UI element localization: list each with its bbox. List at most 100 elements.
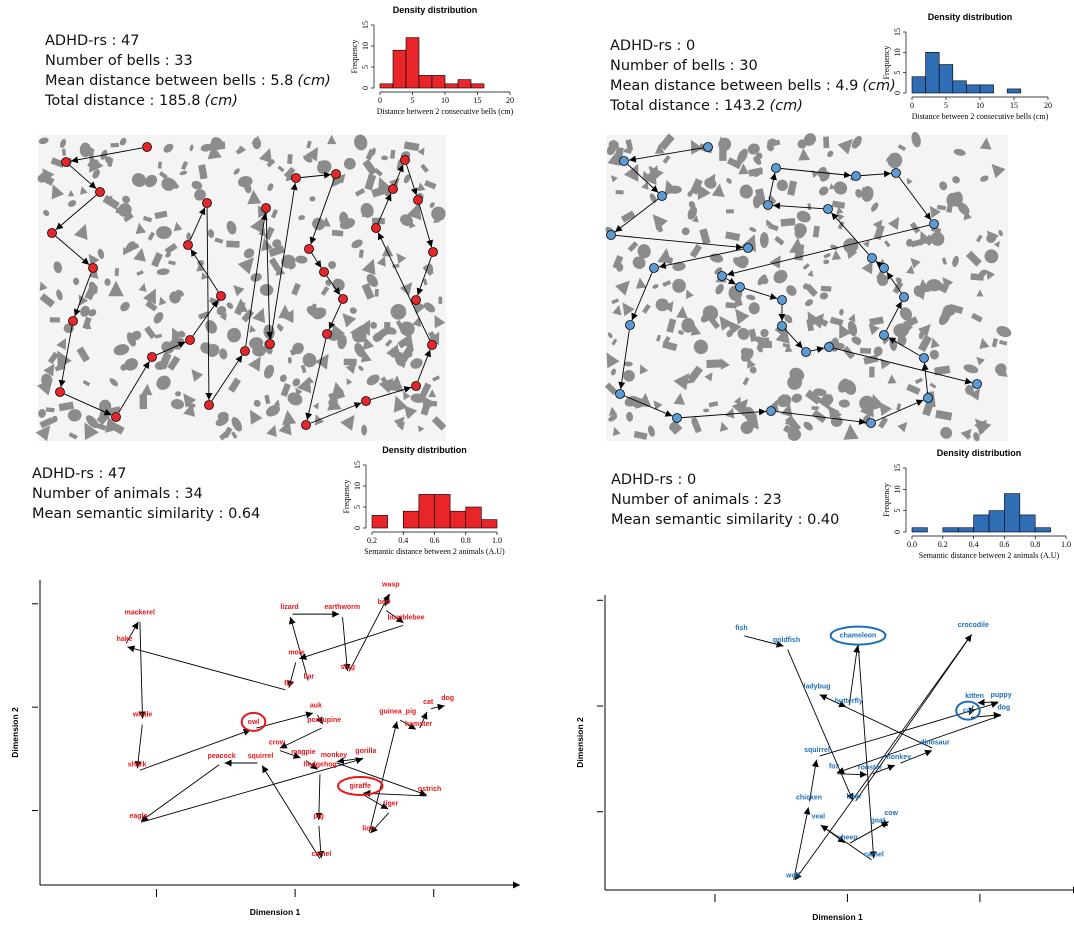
bell-dot	[778, 296, 787, 305]
animal-label: hake	[117, 636, 133, 643]
hist-bar	[466, 507, 482, 528]
x-tick-label: 5	[411, 96, 415, 105]
bell-dot	[205, 401, 214, 410]
animal-label: auk	[310, 702, 322, 709]
silhouette	[438, 297, 442, 304]
stat-line: Total distance : 143.2(cm)	[609, 98, 803, 114]
animal-label: whale	[132, 712, 153, 719]
bell-dot	[112, 413, 121, 422]
hist-bar	[372, 515, 388, 528]
animal-label: chameleon	[840, 633, 877, 640]
sequence-arrow	[140, 730, 251, 770]
hist-bar	[406, 38, 419, 88]
animal-label: wasp	[381, 581, 400, 588]
silhouette	[158, 161, 162, 168]
animal-label: squirrel	[804, 747, 830, 754]
silhouette	[62, 149, 66, 156]
animal-label: camel	[864, 851, 884, 858]
animal-label: veal	[811, 813, 825, 820]
hist-bar	[980, 85, 994, 93]
bell-dot	[401, 156, 410, 165]
hist-bar	[432, 75, 445, 88]
stat-line: Mean distance between bells : 5.8(cm)	[45, 73, 331, 89]
bell-dot	[736, 283, 745, 292]
stat-text: ADHD-rs : 47	[45, 33, 139, 49]
animal-label: crocodile	[958, 622, 989, 629]
hist-title: Density distribution	[937, 448, 1022, 458]
bell-dot	[69, 317, 78, 326]
y-tick-label: 15	[893, 28, 902, 36]
bell-dot	[744, 244, 753, 253]
stat-line: Mean semantic similarity : 0.64	[32, 506, 260, 522]
sequence-arrow	[141, 765, 219, 821]
animal-label: monkey	[885, 754, 912, 761]
silhouette	[226, 241, 239, 248]
bell-dot	[880, 331, 889, 340]
sequence-arrow	[280, 728, 322, 748]
bell-dot	[704, 143, 713, 152]
stat-unit: (cm)	[770, 98, 803, 114]
x-tick-label: 10	[441, 96, 449, 105]
bell-dot	[973, 380, 982, 389]
stat-line: Number of bells : 33	[45, 53, 193, 69]
silhouette	[726, 209, 734, 213]
stat-line: ADHD-rs : 0	[610, 38, 695, 54]
x-tick-label: 0.4	[398, 536, 408, 545]
animal-label: slug	[341, 664, 355, 671]
animal-label: goldfish	[773, 637, 800, 644]
silhouette	[781, 218, 796, 226]
stat-line: Total distance : 185.8(cm)	[44, 93, 238, 109]
hist-bar	[912, 528, 927, 532]
y-axis-label: Frequency	[882, 46, 891, 80]
bell-dot	[852, 172, 861, 181]
bell-dot	[825, 343, 834, 352]
y-tick-label: 15	[893, 464, 902, 472]
silhouette	[706, 359, 722, 368]
hist-bar	[939, 65, 953, 93]
bell-dot	[292, 174, 301, 183]
y-tick-label: 5	[893, 509, 902, 513]
bell-dot	[339, 295, 348, 304]
sequence-arrow	[978, 702, 999, 703]
hist-bar	[926, 52, 940, 93]
animal-label: shark	[128, 761, 147, 768]
sequence-arrow	[369, 721, 397, 832]
x-tick-label: 0.0	[907, 540, 917, 549]
silhouette	[50, 317, 60, 322]
hist-bar	[989, 511, 1004, 532]
bell-dot	[673, 414, 682, 423]
stat-text: Mean distance between bells : 5.8	[45, 73, 293, 89]
animal-label: boar	[846, 793, 861, 800]
hist-bar	[912, 77, 926, 93]
stat-unit: (cm)	[862, 78, 895, 94]
silhouette	[869, 367, 875, 378]
y-tick-label: 10	[361, 42, 370, 50]
hist-bar	[953, 81, 967, 93]
silhouette	[140, 394, 147, 409]
x-axis-label: Dimension 1	[812, 912, 863, 922]
bell-dot	[607, 231, 616, 240]
animal-label: crow	[269, 740, 286, 747]
bell-dot	[658, 192, 667, 201]
silhouette	[860, 348, 871, 354]
silhouette	[823, 137, 829, 149]
bell-dot	[429, 248, 438, 257]
x-tick-label: 15	[1010, 101, 1018, 110]
animal-label: rooster	[858, 765, 882, 772]
hist-bar	[458, 80, 471, 88]
hist-bar	[471, 84, 484, 88]
x-tick-label: 20	[506, 96, 514, 105]
animal-label: bumblebee	[388, 614, 425, 621]
animal-label: dog	[441, 695, 454, 702]
bell-dot	[616, 390, 625, 399]
animal-label: gorilla	[355, 748, 376, 755]
animal-label: fox	[829, 764, 840, 771]
silhouette	[344, 359, 357, 366]
animal-label: tiger	[383, 801, 398, 808]
hist-bar	[1020, 515, 1035, 532]
stat-line: ADHD-rs : 0	[611, 472, 696, 488]
silhouette	[111, 143, 119, 147]
bell-dot	[620, 157, 629, 166]
hist-title: Density distribution	[393, 5, 478, 15]
sequence-arrow	[127, 647, 285, 690]
